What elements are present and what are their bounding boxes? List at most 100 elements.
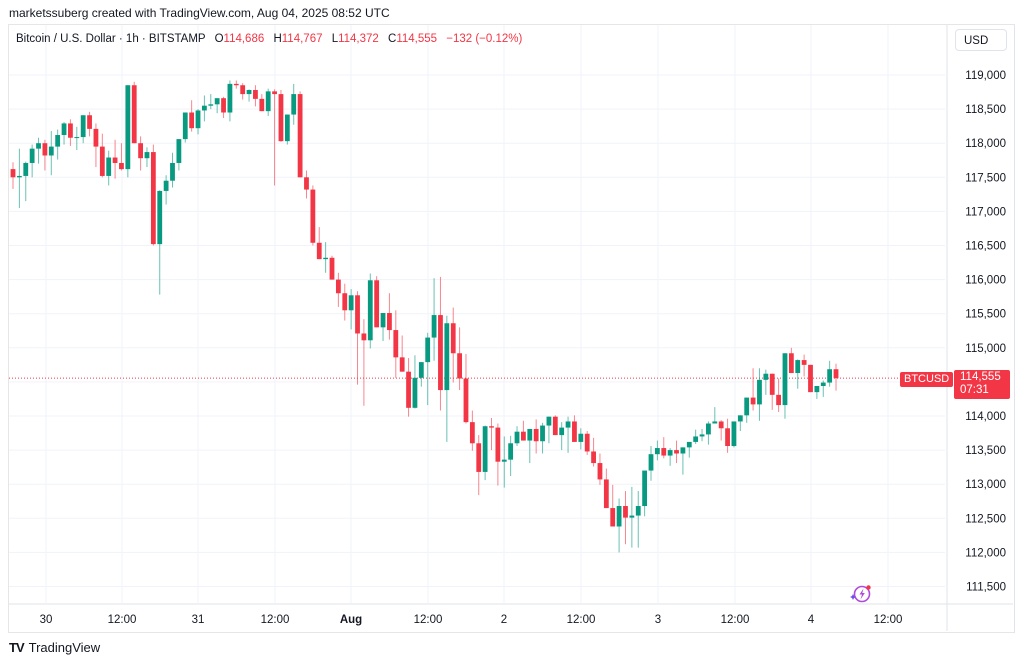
tradingview-footer: TV TradingView [9,640,100,655]
candle-body [623,506,628,518]
candle-body [304,177,309,190]
candle-body [284,114,290,142]
candle-body [55,135,61,147]
candle-body [240,85,246,95]
symbol-legend: Bitcoin / U.S. Dollar · 1h · BITSTAMP O1… [16,33,522,45]
candle-body [731,421,737,447]
candle-body [508,443,514,460]
candle-body [457,353,462,379]
candle-body [297,94,303,178]
candle-body [150,152,156,245]
candle-body [157,190,163,245]
x-axis-label: 3 [655,614,661,626]
candle-body [578,433,584,442]
candle-body [259,98,265,112]
candle-body [125,85,131,170]
candle-body [10,169,16,178]
candle-body [68,123,73,138]
candle-body [23,162,29,176]
x-axis-label: 12:00 [414,614,443,626]
candle-body [597,463,603,480]
candle-body [693,436,699,442]
candle-body [661,448,667,456]
candle-body [335,279,341,294]
candle-body [680,447,686,454]
candle-body [214,98,220,105]
candle-body [233,83,239,86]
candle-body [387,313,392,331]
candle-body [355,295,360,334]
candle-body [495,427,501,462]
candle-body [591,451,596,464]
candle-body [361,333,367,341]
candle-body [278,94,284,142]
candle-body [814,385,820,393]
candle-body [348,295,354,311]
y-axis-label: 116,000 [965,275,1006,287]
candle-body [16,175,22,178]
tradingview-logo-icon: TV [9,640,25,655]
candle-body [431,315,437,338]
candle-body [202,105,207,111]
x-axis-label: 12:00 [261,614,290,626]
candle-body [272,91,277,95]
candle-body [367,280,373,341]
candle-body [74,137,80,139]
x-axis-label: 4 [808,614,815,626]
candle-body [476,443,482,472]
candle-body [87,115,92,129]
candle-body [801,360,807,365]
candle-body [540,425,545,442]
candle-body [425,337,431,363]
y-axis-label: 113,500 [965,445,1006,457]
candle-body [221,98,226,113]
candle-body [131,85,137,144]
candle-body [763,373,769,380]
y-axis-label: 118,500 [965,104,1006,116]
tradingview-logo-text: TradingView [28,640,101,655]
x-axis-label: 12:00 [721,614,750,626]
y-axis-label: 112,500 [965,513,1006,525]
chart-credit: marketssuberg created with TradingView.c… [9,6,390,20]
candle-body [138,143,143,159]
candle-body [572,421,577,442]
candle-body [380,313,386,328]
candle-body [176,139,182,163]
x-axis-label: 2 [501,614,507,626]
candle-body [706,423,711,435]
x-axis-label: 12:00 [108,614,137,626]
currency-button[interactable]: USD [955,29,1007,51]
candle-body [42,143,48,156]
candle-body [393,330,399,358]
y-axis-label: 113,000 [965,479,1006,491]
candle-body [246,90,252,95]
candle-body [674,450,679,454]
candle-body [699,434,705,437]
candle-body [718,421,724,429]
candle-body [667,450,673,456]
x-axis-label: 31 [192,614,205,626]
candle-body [725,428,730,447]
y-axis-label: 115,500 [965,309,1006,321]
candle-body [227,83,233,113]
candle-body [29,148,35,163]
open-value: 114,686 [223,33,265,45]
y-axis-label: 119,000 [965,70,1006,82]
x-axis-label: 12:00 [567,614,596,626]
candle-body [463,378,469,423]
y-axis-label: 115,000 [965,343,1006,355]
candle-body [99,146,105,176]
y-axis-label: 112,000 [965,547,1006,559]
candle-body [253,90,258,99]
y-axis-label: 117,000 [965,206,1006,218]
symbol-price-tag: BTCUSD [900,372,954,387]
candle-body [552,416,558,436]
lightning-sparkle-icon[interactable] [848,583,874,605]
close-label: C [388,33,397,45]
candle-body [533,428,539,442]
candle-body [820,382,826,386]
candle-body [163,180,169,191]
last-price-value: 114,555 [960,371,1001,383]
candle-body [501,459,507,462]
